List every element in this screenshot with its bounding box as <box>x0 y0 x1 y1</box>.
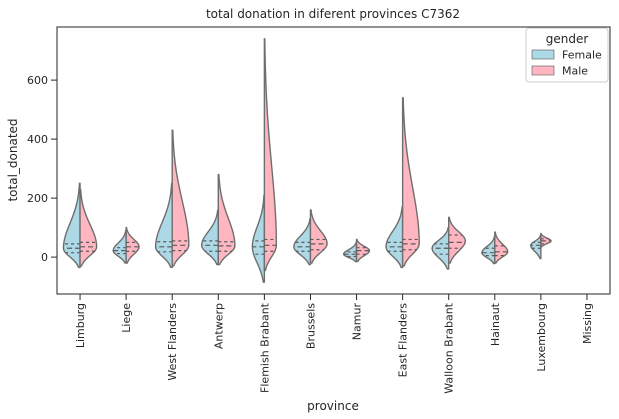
legend-label-female: Female <box>562 49 602 62</box>
chart-title: total donation in diferent provinces C73… <box>206 7 460 21</box>
legend-label-male: Male <box>562 65 588 78</box>
violin-male-brussels <box>309 209 328 264</box>
violin-male-antwerp <box>217 173 236 266</box>
violin-male-flemish-brabant <box>263 38 278 272</box>
violin-male-walloon-brabant <box>448 216 466 264</box>
x-tick-label-west-flanders: West Flanders <box>166 303 179 381</box>
violin-female-luxembourg <box>530 234 542 260</box>
violin-male-namur <box>355 238 371 263</box>
y-tick-label-600: 600 <box>27 74 48 87</box>
violin-body-female-luxembourg <box>530 234 542 260</box>
legend-swatch-male <box>531 65 555 76</box>
x-tick-label-limburg: Limburg <box>74 303 87 348</box>
x-tick-label-missing: Missing <box>581 303 594 344</box>
violin-male-liege <box>125 226 140 264</box>
y-axis: 0 200 400 600 <box>27 74 57 264</box>
violin-body-male-hainaut <box>494 231 509 264</box>
violin-body-male-west-flanders <box>171 129 190 267</box>
y-tick-label-0: 0 <box>41 251 48 264</box>
violin-body-male-brussels <box>309 209 328 264</box>
legend: gender Female Male <box>525 27 609 83</box>
x-tick-label-brussels: Brussels <box>304 303 317 349</box>
legend-title: gender <box>546 32 589 46</box>
violin-female-namur <box>342 241 358 263</box>
violin-male-luxembourg <box>540 232 552 248</box>
violin-body-female-brussels <box>293 218 312 266</box>
legend-swatch-female <box>531 49 555 60</box>
violin-female-antwerp <box>201 209 219 266</box>
x-axis-label: province <box>307 399 359 413</box>
y-tick-label-400: 400 <box>27 133 48 146</box>
violin-body-female-west-flanders <box>154 182 173 269</box>
violin-body-female-flemish-brabant <box>251 194 266 283</box>
violin-female-walloon-brabant <box>431 226 450 270</box>
x-tick-label-east-flanders: East Flanders <box>397 303 410 378</box>
y-tick-label-200: 200 <box>27 192 48 205</box>
violin-female-brussels <box>293 218 312 266</box>
violin-female-east-flanders <box>385 206 404 269</box>
x-axis: Limburg Liege West Flanders Antwerp Flemish … <box>74 294 594 394</box>
violin-male-west-flanders <box>171 129 190 267</box>
violin-body-female-antwerp <box>201 209 219 266</box>
y-axis-label: total_donated <box>6 118 20 201</box>
x-tick-label-luxembourg: Luxembourg <box>535 303 548 372</box>
violin-body-male-east-flanders <box>401 97 420 267</box>
plot-frame <box>56 26 611 295</box>
violin-body-female-hainaut <box>481 235 496 265</box>
x-tick-label-namur: Namur <box>351 303 364 341</box>
violin-male-limburg <box>79 188 98 267</box>
violin-body-male-luxembourg <box>540 232 552 248</box>
plot-area <box>62 38 552 283</box>
x-tick-label-walloon-brabant: Walloon Brabant <box>443 302 456 393</box>
violin-body-female-east-flanders <box>385 206 404 269</box>
x-tick-label-antwerp: Antwerp <box>212 303 225 349</box>
violin-body-male-liege <box>125 226 140 264</box>
violin-body-female-limburg <box>62 182 81 269</box>
violin-male-east-flanders <box>401 97 420 267</box>
violin-body-male-flemish-brabant <box>263 38 278 272</box>
violin-male-hainaut <box>494 231 509 264</box>
violin-body-male-walloon-brabant <box>448 216 466 264</box>
x-tick-label-hainaut: Hainaut <box>489 302 502 346</box>
violin-body-female-liege <box>112 229 127 264</box>
x-tick-label-liege: Liege <box>120 303 133 333</box>
violin-female-hainaut <box>481 235 496 265</box>
violin-female-liege <box>112 229 127 264</box>
violin-female-flemish-brabant <box>251 194 266 283</box>
violin-body-male-limburg <box>79 188 98 267</box>
x-tick-label-flemish-brabant: Flemish Brabant <box>258 302 271 393</box>
violin-female-west-flanders <box>154 182 173 269</box>
violin-female-limburg <box>62 182 81 269</box>
